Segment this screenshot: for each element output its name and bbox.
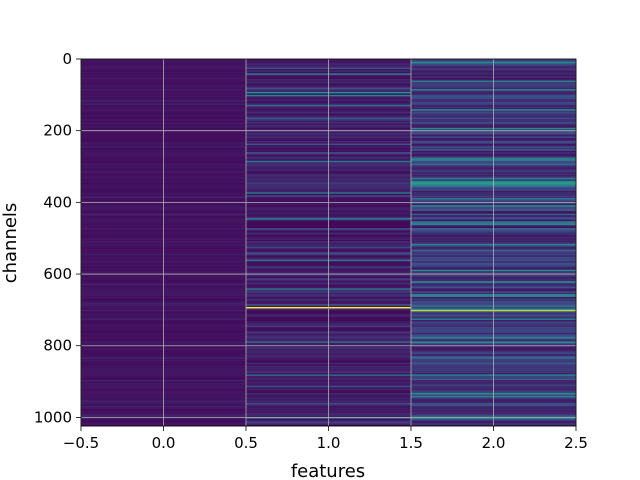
x-tick-label: −0.5: [63, 434, 99, 452]
x-axis-ticks: −0.5 0.0 0.5 1.0 1.5 2.0 2.5: [63, 426, 588, 452]
y-axis-ticks: 0 200 400 600 800 1000: [34, 50, 81, 426]
x-tick-label: 2.0: [482, 434, 506, 452]
y-tick-label: 800: [43, 337, 72, 355]
y-tick-label: 200: [43, 122, 72, 140]
x-tick-label: 1.0: [317, 434, 341, 452]
y-tick-label: 600: [43, 265, 72, 283]
x-tick-label: 1.5: [399, 434, 423, 452]
x-axis-label: features: [291, 461, 365, 480]
y-tick-label: 0: [62, 50, 72, 68]
x-tick-label: 2.5: [564, 434, 588, 452]
y-axis-label: channels: [0, 203, 21, 284]
y-tick-label: 400: [43, 193, 72, 211]
x-tick-label: 0.5: [234, 434, 258, 452]
y-tick-label: 1000: [34, 408, 72, 426]
x-tick-label: 0.0: [152, 434, 176, 452]
